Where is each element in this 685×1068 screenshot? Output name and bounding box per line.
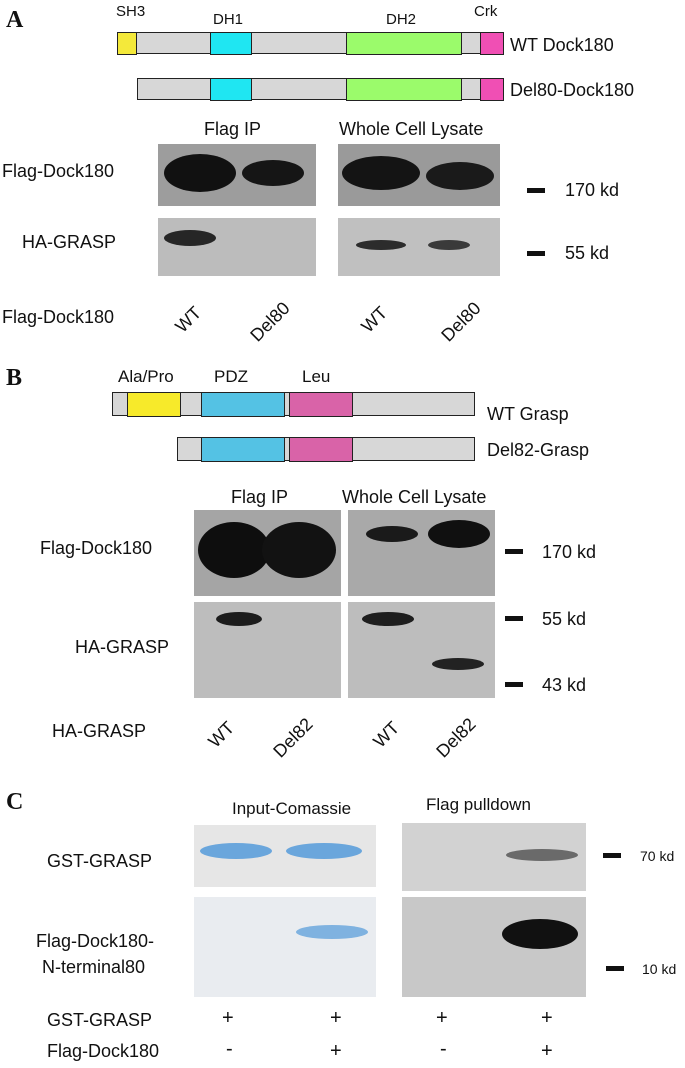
panel-a-row1-label: Flag-Dock180 [2,161,115,181]
panel-a-flag-ip-header: Flag IP [204,119,262,139]
panel-c-row1-value-2: + [330,1007,342,1029]
panel-b-letter: B [6,365,23,391]
pdz-domain [201,436,285,462]
panel-a-flag-ip-dock-blot [158,144,316,206]
panel-b-43kd-tick [505,682,523,687]
panel-a-170kd-label: 170 kd [565,180,620,200]
del82-grasp-label: Del82-Grasp [487,440,590,460]
pdz-domain [201,391,285,417]
panel-c-pulldown-dock-blot [402,897,586,997]
del80-dock180-label: Del80-Dock180 [510,80,635,100]
panel-c-row2-value-3: - [440,1038,447,1060]
leu-domain-label: Leu [302,367,331,386]
panel-c-input-header: Input-Comassie [232,799,352,818]
panel-c-bottom-row2-label: Flag-Dock180 [47,1041,160,1061]
pdz-domain-label: PDZ [214,367,248,386]
panel-a-55kd-label: 55 kd [565,243,610,263]
panel-b-wcl-grasp-blot [348,602,495,698]
sh3-domain [116,31,137,55]
dh1-domain [210,31,252,55]
dh2-domain-label: DH2 [386,11,417,28]
panel-a-wcl-dock-blot [338,144,500,206]
panel-b-flag-ip-grasp-blot [194,602,341,698]
panel-a-letter: A [6,7,24,33]
sh3-domain-label: SH3 [116,3,146,20]
del80-dock180-diagram [137,77,504,101]
alapro-domain-label: Ala/Pro [118,367,174,386]
panel-b-55kd-label: 55 kd [542,609,587,629]
panel-c-pulldown-header: Flag pulldown [426,795,531,814]
panel-a-lane-1: WT [171,302,206,337]
panel-b-flag-ip-header: Flag IP [231,487,289,507]
panel-a-55kd-tick [527,251,545,256]
crk-domain [480,77,504,101]
panel-c-row1-value-1: + [222,1007,234,1029]
panel-c-row1-label: GST-GRASP [47,851,153,871]
del82-grasp-diagram [177,436,475,462]
panel-c-row2-value-2: + [330,1040,342,1062]
panel-b-lane-1: WT [204,717,239,752]
panel-a-row2-label: HA-GRASP [22,232,117,252]
crk-domain [480,31,504,55]
panel-b-lane-2: Del82 [269,714,317,762]
leu-domain [289,391,353,417]
dh2-domain [346,77,462,101]
panel-a-lane-row-label: Flag-Dock180 [2,307,115,327]
panel-b-170kd-label: 170 kd [542,542,597,562]
panel-b-row1-label: Flag-Dock180 [40,538,153,558]
dh1-domain-label: DH1 [213,11,244,28]
panel-a-lane-2: Del80 [246,298,294,346]
dh1-domain [210,77,252,101]
panel-a-flag-ip-grasp-blot [158,218,316,276]
crk-domain-label: Crk [474,3,498,20]
panel-c-10kd-label: 10 kd [642,961,677,977]
panel-b-flag-ip-dock-blot [194,510,341,596]
panel-c-input-grasp-gel [194,825,376,887]
panel-c-row2-value-1: - [226,1038,233,1060]
leu-domain [289,436,353,462]
panel-c-pulldown-grasp-blot [402,823,586,891]
panel-b-wcl-dock-blot [348,510,495,596]
alapro-domain [127,391,181,417]
wt-dock180-diagram [116,31,504,55]
panel-c-row1-value-4: + [541,1007,553,1029]
panel-c-row2-label-line1: Flag-Dock180- [36,931,155,951]
panel-b-lane-3: WT [369,717,404,752]
panel-a-170kd-tick [527,188,545,193]
panel-b-170kd-tick [505,549,523,554]
panel-b-row2-label: HA-GRASP [75,637,170,657]
dh2-domain [346,31,462,55]
panel-c-row2-label-line2: N-terminal80 [42,957,146,977]
panel-c-70kd-label: 70 kd [640,848,675,864]
panel-a-lane-4: Del80 [437,298,485,346]
panel-c-10kd-tick [606,966,624,971]
panel-a-lane-3: WT [357,302,392,337]
panel-b-lane-4: Del82 [432,714,480,762]
panel-c-letter: C [6,789,24,815]
wt-grasp-diagram [112,391,475,417]
panel-c-bottom-row1-label: GST-GRASP [47,1010,153,1030]
panel-a-wcl-grasp-blot [338,218,500,276]
panel-b-wcl-header: Whole Cell Lysate [342,487,487,507]
panel-a-wcl-header: Whole Cell Lysate [339,119,484,139]
panel-b-43kd-label: 43 kd [542,675,587,695]
panel-b-55kd-tick [505,616,523,621]
panel-b-lane-row-label: HA-GRASP [52,721,147,741]
panel-c-70kd-tick [603,853,621,858]
panel-c-row1-value-3: + [436,1007,448,1029]
wt-dock180-label: WT Dock180 [510,35,614,55]
wt-grasp-label: WT Grasp [487,404,569,424]
panel-c-input-dock-gel [194,897,376,997]
panel-c-row2-value-4: + [541,1040,553,1062]
